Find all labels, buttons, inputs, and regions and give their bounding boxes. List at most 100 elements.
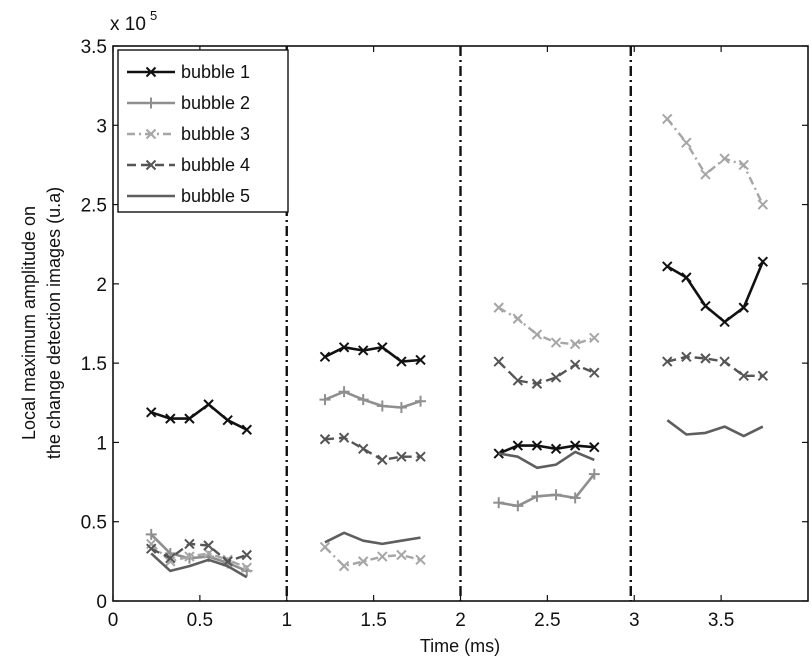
- data-point-plus-marker: [357, 394, 369, 406]
- data-point-x-marker: [396, 451, 407, 462]
- data-point-x-marker: [146, 543, 157, 554]
- data-point-x-marker: [700, 353, 711, 364]
- series-line-segment: [666, 261, 765, 324]
- series-bubble-2: [145, 386, 600, 577]
- legend-entry: bubble 5: [127, 186, 250, 206]
- data-point-x-marker: [589, 367, 600, 378]
- series-line-segment: [324, 390, 421, 409]
- series-line-segment: [324, 531, 421, 546]
- data-point-x-marker: [184, 551, 195, 562]
- data-point-x-marker: [700, 169, 711, 180]
- y-axis-label-line-1: Local maximum amplitude on: [19, 206, 39, 440]
- data-point-x-marker: [338, 560, 350, 572]
- data-point-x-marker: [184, 413, 195, 424]
- data-point-x-marker: [415, 554, 426, 565]
- data-point-plus-marker: [493, 497, 505, 509]
- data-point-plus-marker: [550, 489, 562, 501]
- series-line-segment: [498, 306, 595, 346]
- data-point-x-marker: [662, 261, 673, 272]
- legend: bubble 1 bubble 2 bubble 3 bubble 4 bubble 5: [117, 49, 289, 213]
- data-point-x-marker: [531, 440, 543, 451]
- series-line-segment: [666, 419, 764, 438]
- data-point-x-marker: [241, 562, 252, 573]
- data-point-x-marker: [377, 454, 388, 466]
- data-point-x-marker: [757, 256, 769, 267]
- series-line-segment: [667, 355, 763, 377]
- x-tick-label: 1.5: [360, 610, 386, 631]
- data-point-plus-marker: [338, 386, 350, 398]
- data-point-x-marker: [719, 153, 730, 164]
- y-tick-label: 1.5: [81, 354, 107, 375]
- data-point-x-marker: [338, 342, 350, 353]
- data-point-x-marker: [396, 549, 407, 561]
- data-point-x-marker: [377, 342, 388, 353]
- data-point-x-marker: [396, 356, 407, 367]
- y-tick-label: 2: [96, 275, 107, 296]
- x-tick-label: 0: [108, 610, 119, 631]
- y-axis-label-line-2: the change detection images (u.a): [44, 187, 64, 459]
- series-bubble-5: [150, 419, 764, 579]
- x-tick-label: 2: [455, 610, 466, 631]
- data-point-plus-marker: [376, 400, 388, 412]
- data-point-x-marker: [241, 424, 252, 435]
- data-point-plus-marker: [415, 395, 427, 407]
- data-point-x-marker: [589, 332, 600, 343]
- series-line-segment: [324, 345, 421, 363]
- legend-entry: bubble 1: [127, 62, 250, 82]
- data-point-x-marker: [681, 137, 692, 148]
- data-point-x-marker: [757, 370, 769, 382]
- legend-label: bubble 3: [181, 124, 250, 144]
- data-point-x-marker: [146, 538, 157, 550]
- series-line-segment: [497, 360, 595, 385]
- data-point-x-marker: [569, 359, 581, 370]
- data-point-x-marker: [222, 554, 233, 565]
- series-line-segment: [150, 403, 248, 431]
- data-point-x-marker: [662, 113, 673, 125]
- y-tick-label: 1: [96, 433, 107, 454]
- legend-box: [117, 49, 289, 213]
- data-point-plus-marker: [319, 394, 331, 406]
- series-line-segment: [498, 450, 595, 470]
- x-axis: 0 0.5 1 1.5 2 2.5 3 3.5: [108, 46, 734, 631]
- data-point-x-marker: [319, 351, 331, 363]
- series-bubble-3: [146, 113, 769, 573]
- legend-label: bubble 4: [181, 155, 250, 175]
- x-tick-label: 0.5: [187, 610, 213, 631]
- data-point-x-marker: [415, 451, 426, 462]
- legend-entry: bubble 4: [127, 155, 250, 175]
- y-tick-label: 2.5: [81, 196, 107, 217]
- series-line-segment: [324, 436, 421, 462]
- data-point-x-marker: [512, 440, 524, 451]
- data-point-x-marker: [681, 272, 692, 283]
- data-point-x-marker: [203, 548, 214, 559]
- data-point-plus-marker: [145, 528, 157, 540]
- vertical-separators: [285, 46, 632, 601]
- data-point-x-marker: [569, 338, 581, 350]
- legend-label: bubble 1: [181, 62, 250, 82]
- series-line-segment: [498, 444, 595, 455]
- data-point-plus-marker: [512, 500, 524, 512]
- data-point-x-marker: [415, 354, 426, 366]
- data-point-x-marker: [493, 302, 504, 313]
- data-point-x-marker: [589, 441, 600, 453]
- data-point-x-marker: [241, 549, 252, 561]
- data-point-plus-marker: [588, 468, 600, 480]
- data-point-x-marker: [719, 316, 730, 328]
- series-line-segment: [498, 473, 596, 508]
- data-point-plus-marker: [531, 490, 543, 502]
- y-axis: 0 0.5 1 1.5 2 2.5 3 3.5: [81, 37, 808, 613]
- data-point-x-marker: [512, 313, 524, 324]
- data-point-x-marker: [165, 413, 176, 424]
- data-point-x-marker: [203, 540, 214, 551]
- data-point-plus-marker: [569, 492, 581, 504]
- data-point-x-marker: [700, 300, 711, 312]
- data-point-x-marker: [512, 375, 524, 386]
- y-tick-label: 0.5: [81, 513, 107, 534]
- data-point-x-marker: [184, 538, 195, 550]
- data-point-x-marker: [738, 370, 749, 382]
- data-point-x-marker: [146, 407, 157, 418]
- data-point-x-marker: [738, 302, 749, 313]
- data-point-x-marker: [165, 552, 176, 564]
- series-bubble-1: [146, 256, 769, 459]
